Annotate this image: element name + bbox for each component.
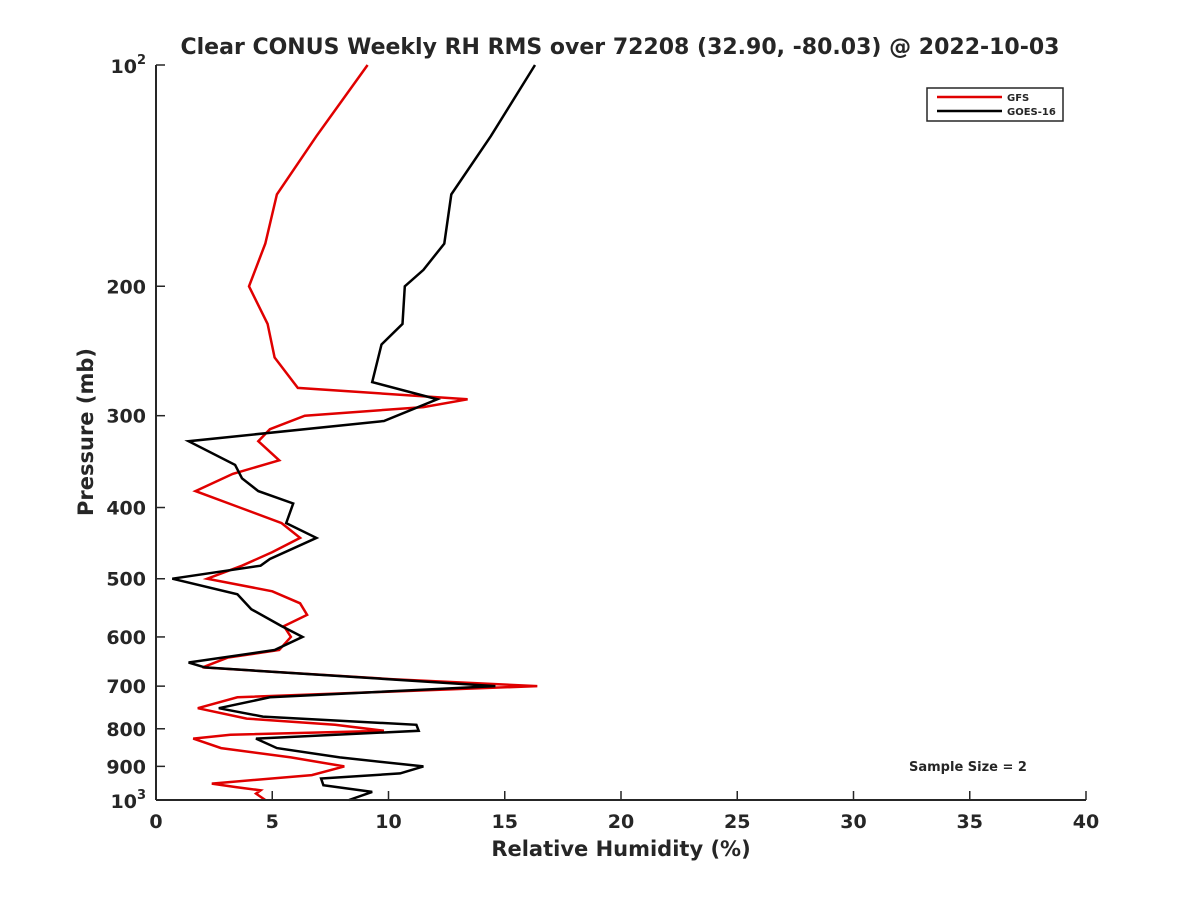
x-tick-label: 0 bbox=[149, 811, 162, 833]
y-tick-label-base: 10 bbox=[111, 791, 137, 813]
x-axis-ticks: 0 5 10 15 20 25 30 35 40 bbox=[149, 791, 1099, 833]
legend-box bbox=[926, 87, 1064, 122]
y-tick-label: 800 bbox=[106, 719, 146, 741]
y-tick-label: 600 bbox=[106, 627, 146, 649]
x-tick-label: 30 bbox=[840, 811, 866, 833]
y-tick-label: 700 bbox=[106, 676, 146, 698]
legend-label-goes16: GOES-16 bbox=[1007, 107, 1056, 118]
y-tick-label-exponent: 3 bbox=[137, 788, 146, 803]
chart-title: Clear CONUS Weekly RH RMS over 72208 (32… bbox=[181, 35, 1060, 60]
x-tick-label: 15 bbox=[492, 811, 518, 833]
x-tick-label: 10 bbox=[375, 811, 401, 833]
plot-area bbox=[156, 65, 1086, 800]
y-tick-label: 102 bbox=[111, 53, 147, 78]
y-tick-label-base: 10 bbox=[111, 56, 137, 78]
y-tick-label: 500 bbox=[106, 569, 146, 591]
y-tick-label: 103 bbox=[111, 788, 147, 813]
x-tick-label: 20 bbox=[608, 811, 634, 833]
y-tick-label: 400 bbox=[106, 498, 146, 520]
y-tick-label-exponent: 2 bbox=[137, 53, 146, 68]
y-tick-label: 900 bbox=[106, 756, 146, 778]
y-tick-label: 300 bbox=[106, 406, 146, 428]
series-layer bbox=[172, 64, 538, 802]
series-line-gfs bbox=[192, 64, 538, 802]
y-axis-label: Pressure (mb) bbox=[74, 348, 98, 516]
x-tick-label: 40 bbox=[1073, 811, 1099, 833]
x-axis-label: Relative Humidity (%) bbox=[491, 837, 750, 861]
x-tick-label: 25 bbox=[724, 811, 750, 833]
x-tick-label: 35 bbox=[957, 811, 983, 833]
legend: GFS GOES-16 bbox=[926, 87, 1064, 122]
legend-label-gfs: GFS bbox=[1007, 93, 1029, 104]
y-tick-label: 200 bbox=[106, 276, 146, 298]
x-tick-label: 5 bbox=[266, 811, 279, 833]
series-line-goes16 bbox=[172, 64, 537, 802]
sample-size-annotation: Sample Size = 2 bbox=[909, 760, 1027, 775]
